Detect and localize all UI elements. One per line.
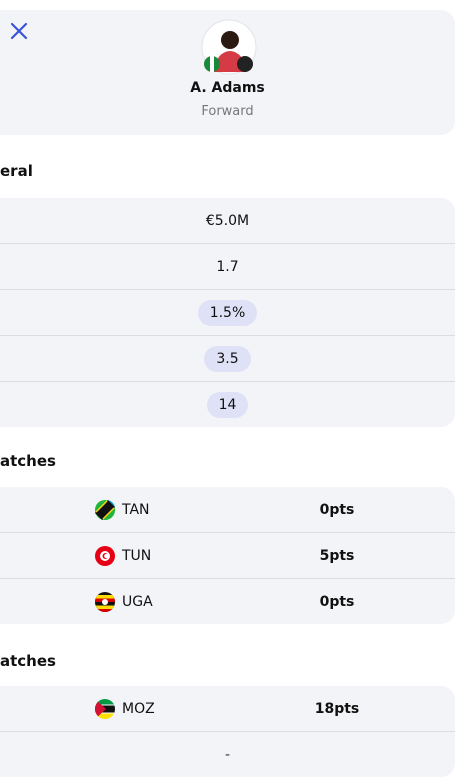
team-code: TAN	[122, 501, 150, 518]
team-code: MOZ	[122, 700, 155, 717]
player-position: Forward	[201, 104, 254, 119]
stat-value: €5.0M	[205, 212, 250, 229]
stat-row: 14	[0, 381, 455, 427]
team-code: UGA	[122, 593, 153, 610]
close-button[interactable]	[10, 22, 28, 40]
player-name: A. Adams	[190, 80, 265, 96]
avatar	[201, 19, 257, 75]
stat-row: 1.5%	[0, 289, 455, 335]
match-row: TUN 5pts	[0, 532, 455, 578]
flag	[95, 499, 115, 520]
past-matches-card: TAN 0pts TUN 5pts UGA 0pts	[0, 487, 455, 624]
flag	[95, 591, 115, 612]
match-row: -	[0, 731, 455, 777]
stat-value: 1.5%	[197, 299, 258, 326]
placeholder: -	[224, 746, 231, 763]
stat-value: 1.7	[216, 258, 239, 275]
points: 5pts	[319, 547, 355, 564]
section-title: atches	[0, 452, 56, 470]
points: 0pts	[319, 501, 355, 518]
section-title: atches	[0, 652, 56, 670]
flag	[95, 698, 115, 719]
team-code: TUN	[122, 547, 152, 564]
points: 18pts	[314, 700, 360, 717]
match-row: MOZ 18pts	[0, 686, 455, 731]
match-row: UGA 0pts	[0, 578, 455, 624]
stat-value: 3.5	[204, 345, 251, 372]
stat-row: €5.0M	[0, 198, 455, 243]
upcoming-matches-card: MOZ 18pts -	[0, 686, 455, 777]
stat-value: 14	[206, 391, 249, 418]
flag	[95, 545, 115, 566]
section-title: eral	[0, 162, 33, 180]
player-card: A. Adams Forward	[0, 10, 455, 135]
points: 0pts	[319, 593, 355, 610]
general-card: €5.0M 1.7 1.5% 3.5 14	[0, 198, 455, 427]
match-row: TAN 0pts	[0, 487, 455, 532]
stat-row: 3.5	[0, 335, 455, 381]
stat-row: 1.7	[0, 243, 455, 289]
